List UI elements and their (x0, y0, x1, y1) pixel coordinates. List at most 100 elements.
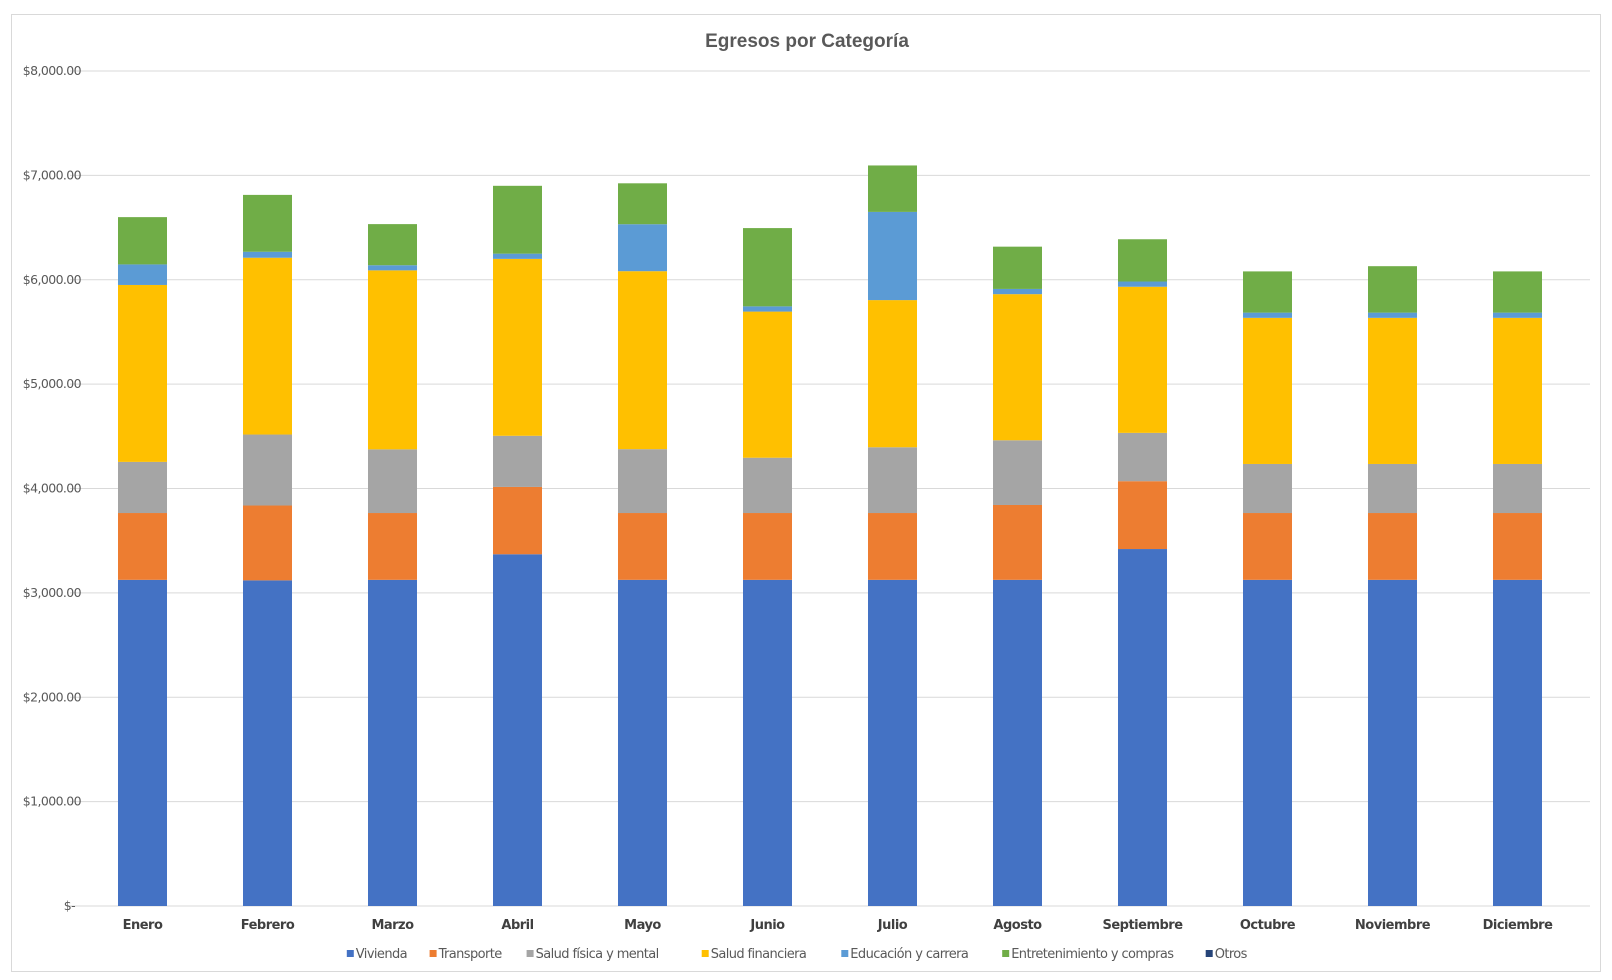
legend-item: Salud financiera (701, 947, 807, 962)
bar-segment (243, 257, 292, 435)
bar-segment (368, 449, 417, 514)
bar-segment (493, 253, 542, 259)
legend-item: Transporte (429, 947, 503, 962)
bar-segment (868, 579, 917, 906)
y-tick-label: $4,000.00 (23, 481, 82, 496)
bar-segment (1118, 432, 1167, 482)
y-tick-label: $3,000.00 (23, 585, 82, 600)
bars (118, 165, 1542, 906)
bar-segment (1118, 549, 1167, 906)
legend-swatch (429, 950, 437, 957)
bar-segment (368, 270, 417, 450)
legend-swatch (841, 950, 849, 957)
x-tick-label: Junio (749, 918, 785, 933)
bar-segment (618, 224, 667, 272)
bar-segment (1243, 513, 1292, 580)
bar-segment (243, 505, 292, 581)
x-tick-label: Diciembre (1483, 918, 1553, 933)
bar-segment (993, 294, 1042, 441)
bar-segment (493, 185, 542, 254)
y-tick-label: $- (64, 898, 75, 913)
legend-label: Entretenimiento y compras (1011, 947, 1174, 962)
bar-segment (1368, 317, 1417, 464)
legend-item: Educación y carrera (841, 947, 969, 962)
bar-segment (243, 251, 292, 258)
bar-segment (1243, 463, 1292, 514)
legend-swatch (346, 950, 354, 957)
x-tick-label: Enero (123, 918, 163, 933)
x-tick-label: Mayo (624, 918, 661, 933)
bar-segment (1243, 312, 1292, 318)
bar-stack-julio (868, 165, 917, 906)
bar-segment (1493, 579, 1542, 906)
bar-stack-noviembre (1368, 266, 1417, 906)
y-axis-tick-labels: $- $1,000.00 $2,000.00 $3,000.00 $4,000.00 $5… (23, 63, 82, 913)
x-tick-label: Noviembre (1355, 918, 1431, 933)
legend-item: Otros (1205, 947, 1248, 962)
bar-segment (743, 457, 792, 514)
bar-segment (868, 447, 917, 514)
bar-segment (1243, 579, 1292, 906)
bar-segment (1243, 271, 1292, 313)
stacked-bar-chart: Egresos por Categoría $- $1,000.00 $2,000.… (23, 31, 1590, 962)
bar-segment (993, 579, 1042, 906)
bar-segment (1118, 481, 1167, 550)
bar-segment (618, 449, 667, 514)
bar-stack-junio (743, 228, 792, 906)
legend-swatch (1002, 950, 1010, 957)
legend-item: Vivienda (346, 947, 408, 962)
bar-segment (993, 288, 1042, 295)
bar-segment (1118, 286, 1167, 433)
legend-swatch (701, 950, 709, 957)
bar-segment (618, 513, 667, 580)
bar-segment (618, 183, 667, 225)
bar-segment (743, 513, 792, 580)
bar-segment (1493, 312, 1542, 318)
y-tick-label: $2,000.00 (23, 689, 82, 704)
x-tick-label: Marzo (371, 918, 414, 933)
legend-item: Salud física y mental (526, 947, 659, 962)
bar-stack-abril (493, 185, 542, 906)
bar-segment (118, 264, 167, 285)
bar-segment (618, 579, 667, 906)
chart-area: Egresos por Categoría $- $1,000.00 $2,000.… (11, 14, 1601, 972)
bar-segment (618, 271, 667, 450)
bar-segment (493, 258, 542, 436)
gridlines (70, 70, 1590, 907)
bar-segment (1368, 579, 1417, 906)
bar-segment (1118, 239, 1167, 282)
bar-stack-marzo (368, 224, 417, 906)
x-tick-label: Septiembre (1102, 918, 1183, 933)
bar-stack-febrero (243, 194, 292, 906)
bar-segment (1368, 513, 1417, 580)
bar-stack-mayo (618, 183, 667, 906)
x-tick-label: Abril (501, 918, 533, 933)
bar-stack-diciembre (1493, 271, 1542, 906)
bar-segment (368, 579, 417, 906)
bar-stack-octubre (1243, 271, 1292, 906)
bar-segment (993, 246, 1042, 289)
x-tick-label: Agosto (993, 918, 1042, 933)
bar-segment (743, 228, 792, 307)
bar-segment (493, 554, 542, 906)
bar-segment (868, 165, 917, 212)
legend-label: Salud financiera (711, 947, 807, 962)
bar-segment (1368, 463, 1417, 514)
legend-label: Educación y carrera (850, 947, 968, 962)
bar-segment (993, 504, 1042, 580)
bar-segment (1118, 281, 1167, 287)
bar-segment (368, 224, 417, 266)
bar-segment (118, 217, 167, 265)
bar-segment (743, 306, 792, 312)
legend: Vivienda Transporte Salud física y mental S… (346, 947, 1248, 962)
chart-title: Egresos por Categoría (705, 31, 909, 52)
bar-segment (493, 486, 542, 555)
legend-swatch (526, 950, 534, 957)
x-tick-label: Julio (877, 918, 908, 933)
bar-segment (743, 311, 792, 458)
bar-segment (1493, 513, 1542, 580)
bar-segment (1243, 317, 1292, 464)
bar-segment (868, 211, 917, 301)
bar-segment (993, 440, 1042, 505)
legend-item: Entretenimiento y compras (1002, 947, 1175, 962)
